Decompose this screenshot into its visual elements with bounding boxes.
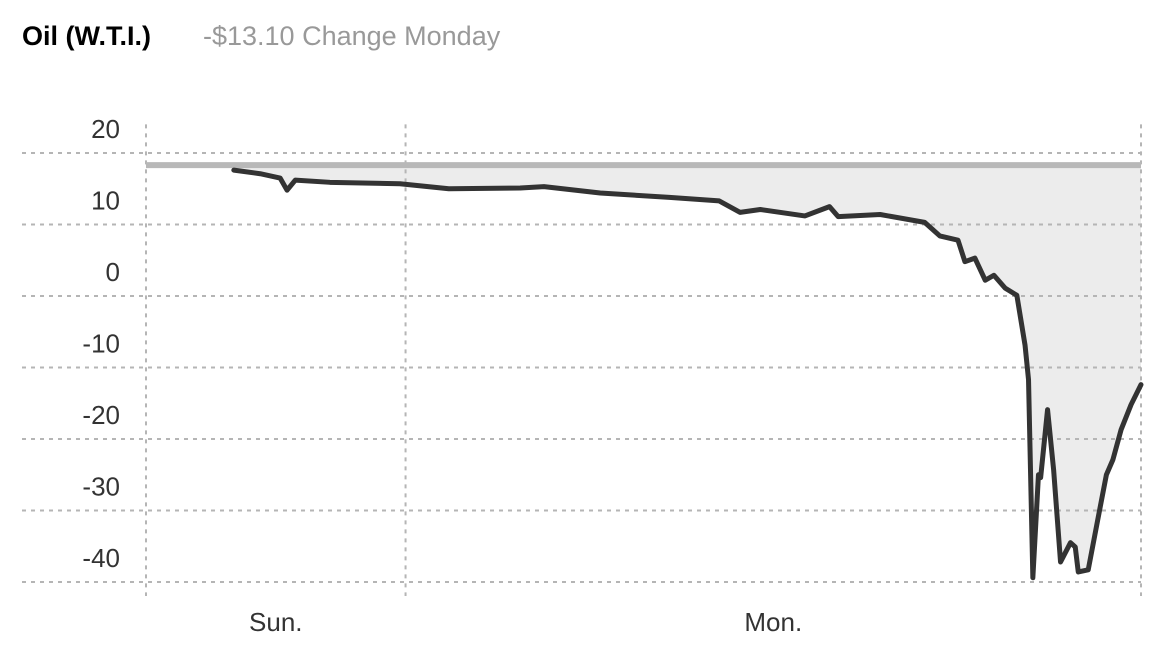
y-tick-label: -10 [82,328,120,358]
y-tick-label: -30 [82,471,120,501]
area-fill [233,165,1141,578]
y-tick-label: 20 [91,114,120,144]
y-tick-label: 10 [91,185,120,215]
x-tick-label: Mon. [744,607,802,637]
y-tick-label: -20 [82,400,120,430]
y-tick-label: 0 [106,257,120,287]
chart-subtitle: -$13.10 Change Monday [203,21,501,51]
chart-title: Oil (W.T.I.) [22,21,151,51]
x-tick-label: Sun. [249,607,303,637]
data-line [231,167,1144,581]
y-tick-label: -40 [82,543,120,573]
